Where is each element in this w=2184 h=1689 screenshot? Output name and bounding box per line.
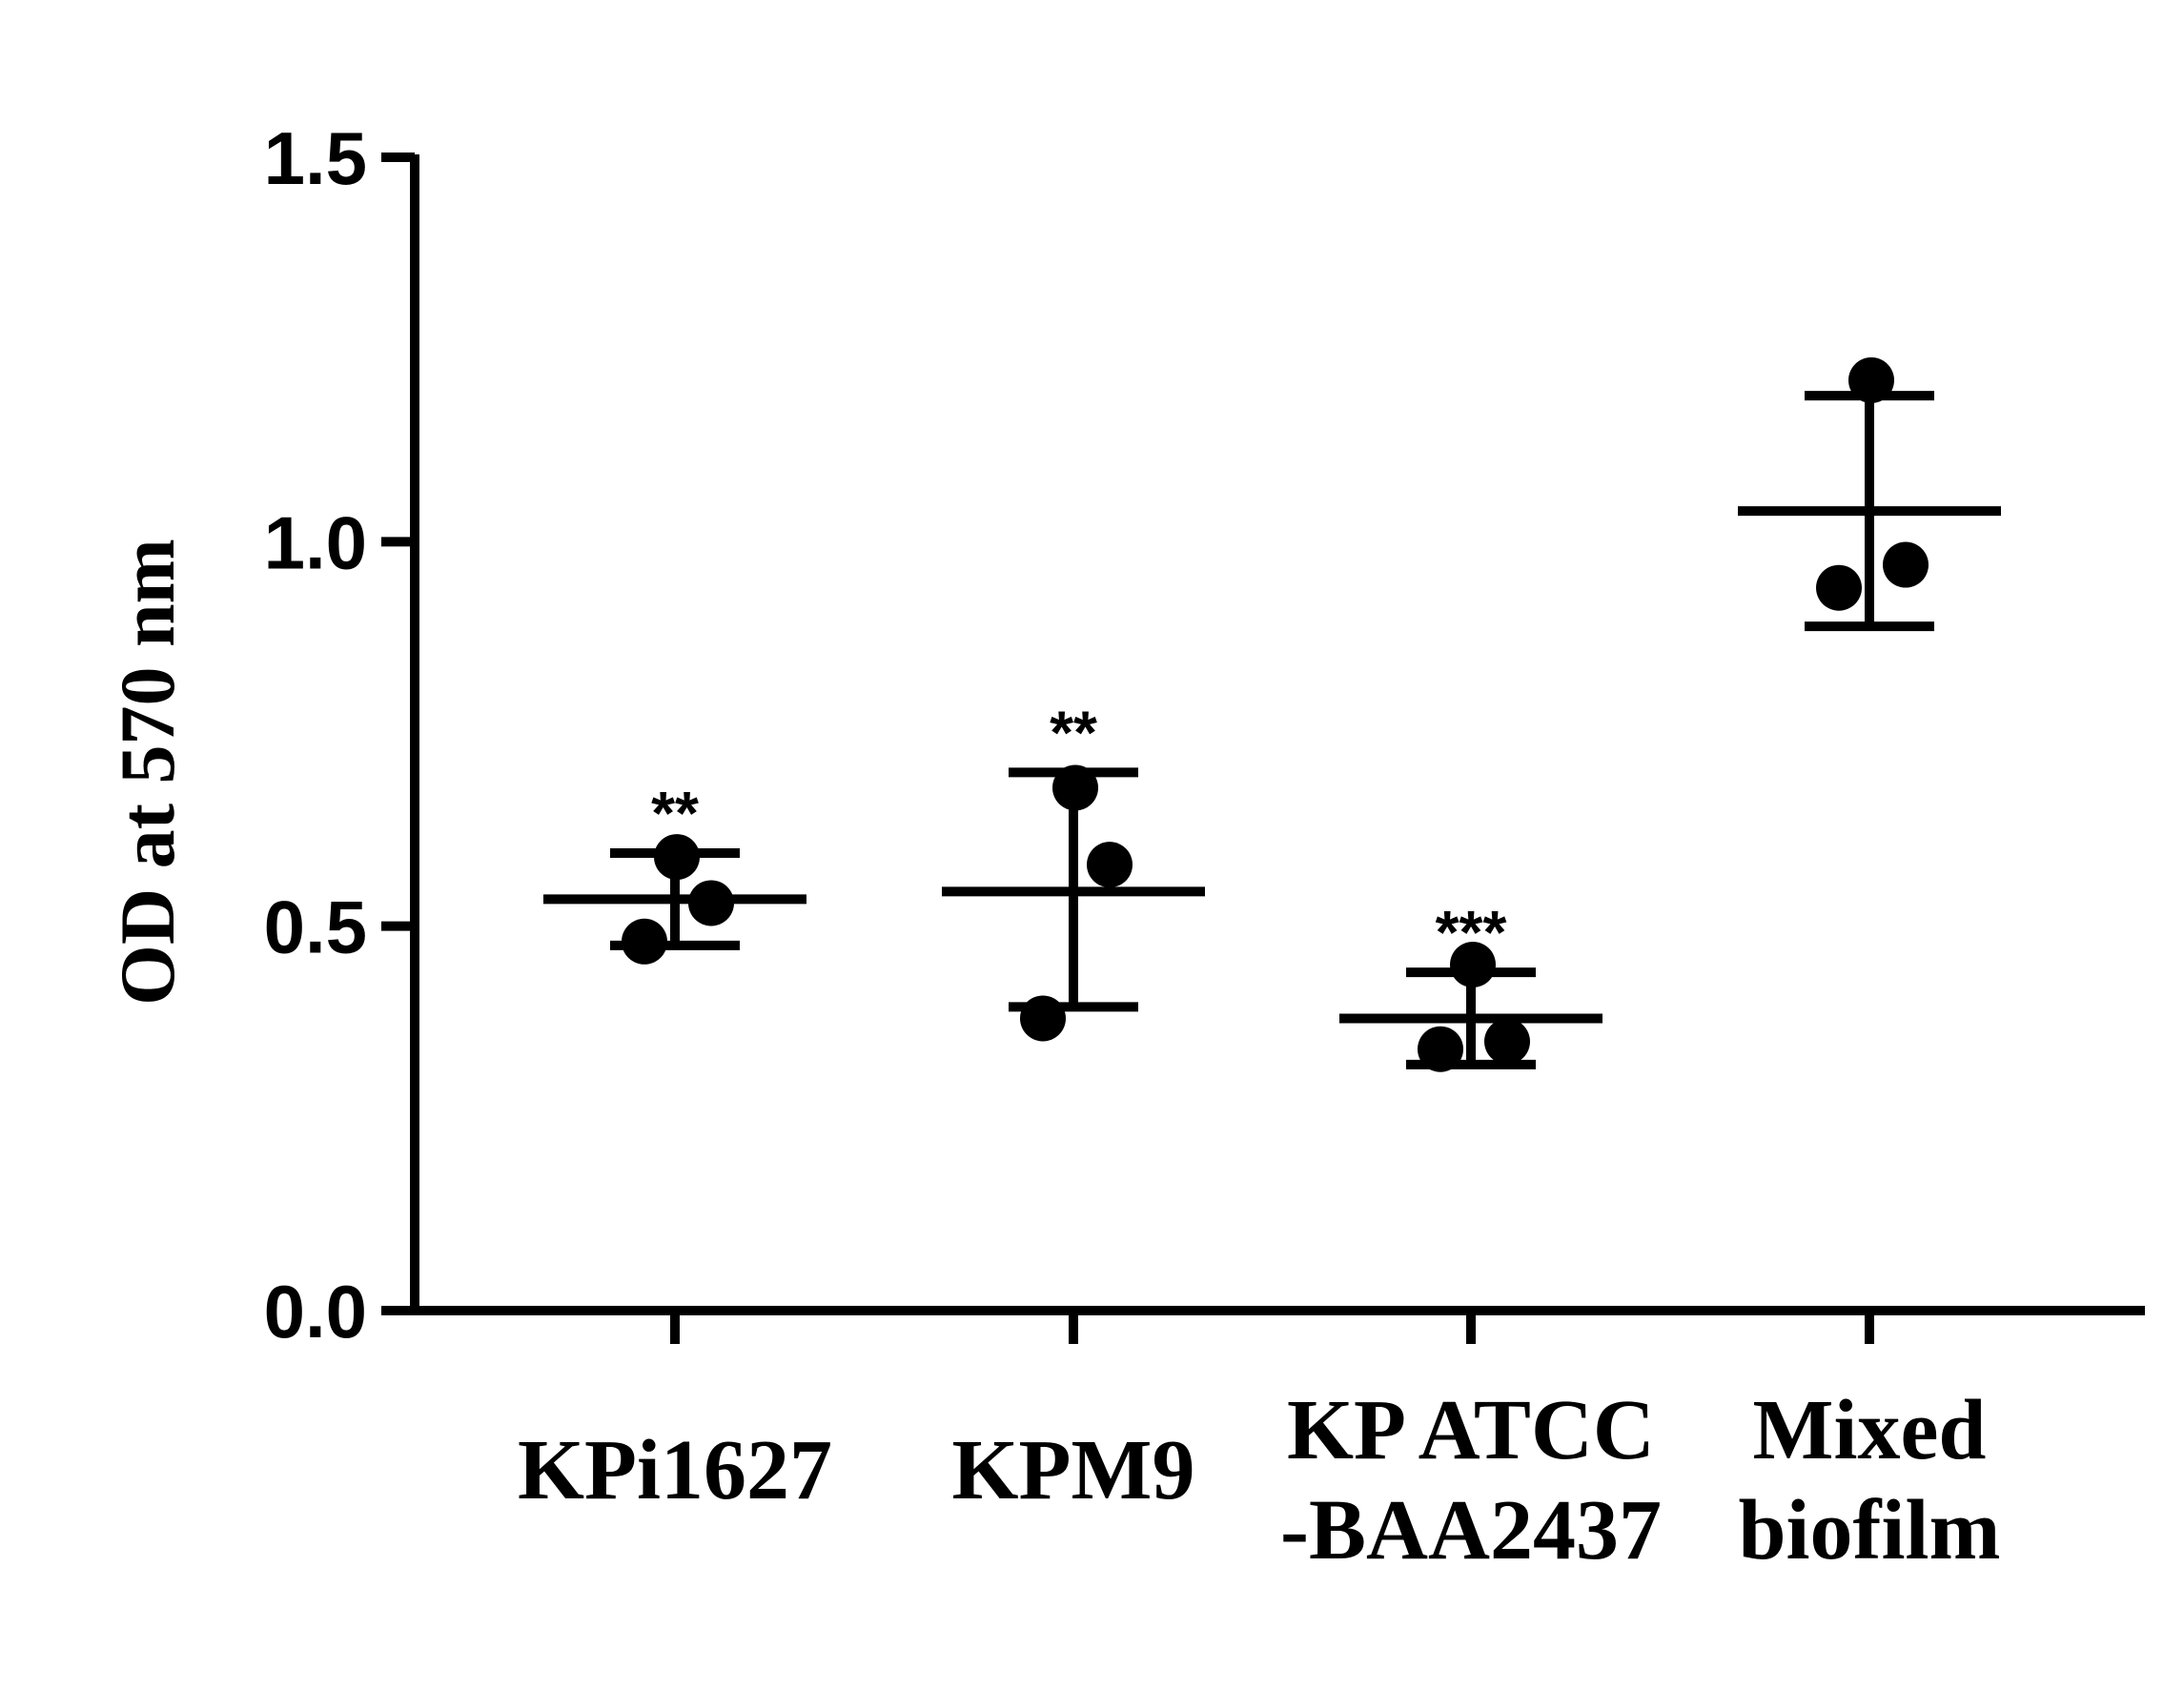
- data-point: [1883, 541, 1929, 588]
- y-tick-label: 1.0: [264, 500, 367, 584]
- y-axis-title: OD at 570 nm: [104, 539, 191, 1006]
- data-point: [622, 918, 667, 965]
- data-point: [688, 880, 734, 926]
- data-point: [654, 834, 700, 881]
- data-point: [1418, 1026, 1463, 1072]
- data-point: [1848, 356, 1894, 403]
- data-point: [1087, 842, 1133, 888]
- x-category-label: KPM9: [952, 1423, 1195, 1517]
- group-2: ***: [1339, 898, 1602, 1072]
- x-category-label: biofilm: [1738, 1483, 2000, 1577]
- y-tick-label: 1.5: [264, 116, 367, 200]
- data-marks: *******: [543, 356, 2001, 1072]
- significance-marker: **: [1050, 698, 1097, 766]
- x-category-label: KP ATCC: [1287, 1383, 1655, 1477]
- significance-marker: ***: [1436, 898, 1507, 967]
- y-tick-label: 0.0: [264, 1270, 367, 1353]
- group-1: **: [942, 698, 1205, 1042]
- group-3: [1738, 356, 2001, 632]
- group-0: **: [543, 779, 806, 965]
- y-tick-label: 0.5: [264, 885, 367, 969]
- data-point: [1052, 764, 1098, 811]
- y-axis-ticks: 0.0 0.5 1.0 1.5: [264, 116, 415, 1353]
- data-point: [1020, 995, 1066, 1042]
- significance-marker: **: [651, 779, 699, 847]
- axes: [410, 154, 2145, 1315]
- x-category-label: Mixed: [1753, 1383, 1987, 1477]
- data-point: [1484, 1018, 1530, 1065]
- data-point: [1816, 564, 1862, 611]
- x-category-label: -BAA2437: [1280, 1483, 1662, 1577]
- data-point: [1450, 942, 1496, 987]
- x-category-label: KPi1627: [518, 1423, 832, 1517]
